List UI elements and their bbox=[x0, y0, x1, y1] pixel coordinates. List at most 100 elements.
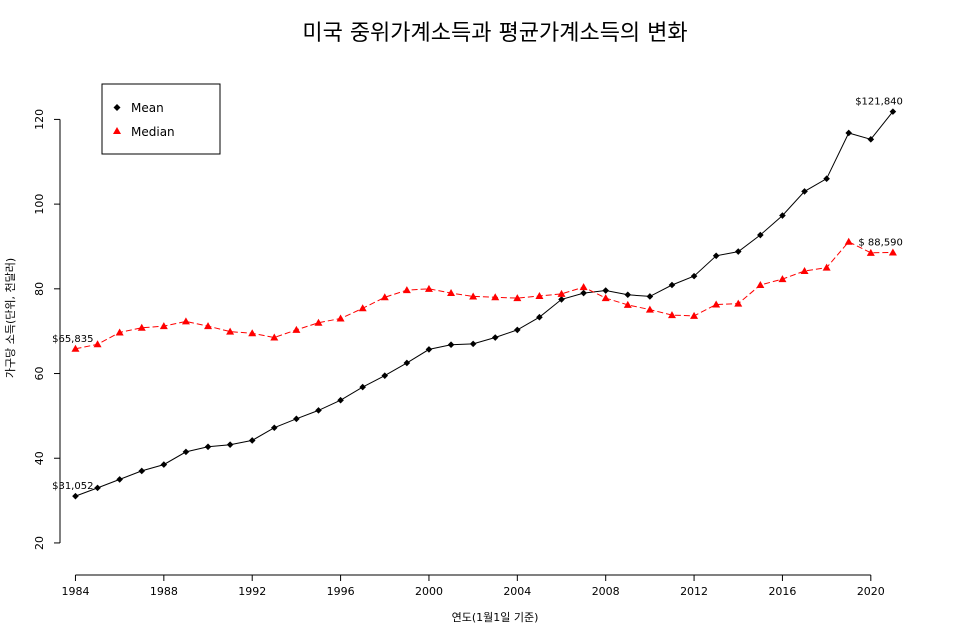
data-point-median bbox=[447, 289, 456, 297]
data-point-median bbox=[866, 248, 875, 256]
data-label: $121,840 bbox=[855, 97, 903, 108]
data-point-median bbox=[292, 325, 301, 333]
data-point-mean bbox=[491, 334, 499, 341]
data-point-mean bbox=[690, 272, 698, 280]
data-point-mean bbox=[602, 287, 609, 294]
data-point-mean bbox=[757, 231, 764, 239]
data-point-median bbox=[181, 317, 190, 325]
y-tick-label: 100 bbox=[33, 194, 46, 215]
data-point-median bbox=[71, 344, 80, 352]
data-point-median bbox=[888, 248, 897, 256]
data-point-median bbox=[535, 292, 544, 300]
data-point-mean bbox=[712, 252, 720, 260]
data-point-median bbox=[712, 300, 721, 308]
data-point-median bbox=[491, 293, 500, 301]
data-point-median bbox=[270, 333, 279, 341]
data-point-mean bbox=[248, 437, 256, 444]
series-line-median bbox=[75, 241, 893, 350]
data-label: $ 88,590 bbox=[858, 237, 903, 248]
data-point-median bbox=[623, 300, 632, 308]
data-point-mean bbox=[160, 461, 168, 468]
data-point-mean bbox=[138, 467, 146, 475]
data-point-median bbox=[204, 322, 213, 330]
data-point-median bbox=[844, 237, 853, 245]
y-tick-label: 40 bbox=[33, 451, 46, 465]
data-point-mean bbox=[337, 396, 344, 404]
series-layer bbox=[71, 108, 897, 500]
data-point-median bbox=[469, 292, 478, 300]
data-point-mean bbox=[668, 281, 676, 289]
x-tick-label: 1988 bbox=[150, 585, 178, 598]
data-point-mean bbox=[381, 372, 389, 379]
data-point-mean bbox=[845, 129, 853, 137]
data-point-median bbox=[513, 294, 522, 302]
x-tick-label: 2000 bbox=[415, 585, 443, 598]
x-tick-label: 1996 bbox=[327, 585, 355, 598]
data-point-median bbox=[667, 311, 676, 319]
series-line-mean bbox=[75, 111, 894, 497]
annotation-layer: $31,052 $65,835 $121,840 $ 88,590 bbox=[52, 97, 903, 493]
legend-median-marker bbox=[113, 127, 121, 134]
y-tick-label: 120 bbox=[33, 109, 46, 130]
data-point-mean bbox=[558, 296, 565, 303]
x-tick-label: 1992 bbox=[238, 585, 266, 598]
data-point-mean bbox=[72, 492, 79, 500]
y-tick-label: 20 bbox=[33, 536, 46, 550]
data-point-mean bbox=[447, 341, 455, 349]
data-point-mean bbox=[116, 476, 123, 483]
data-point-mean bbox=[403, 359, 411, 367]
x-axis-label: 연도(1월1일 기준) bbox=[452, 610, 539, 624]
data-point-mean bbox=[867, 136, 875, 143]
legend-median-label: Median bbox=[131, 125, 175, 139]
data-point-mean bbox=[469, 340, 477, 348]
data-point-median bbox=[778, 275, 787, 283]
y-axis-label: 가구당 소득(단위, 천달러) bbox=[3, 258, 17, 378]
data-point-mean bbox=[779, 212, 786, 219]
data-point-median bbox=[137, 323, 146, 331]
data-label: $65,835 bbox=[52, 334, 93, 345]
data-point-mean bbox=[204, 443, 212, 451]
data-point-mean bbox=[823, 175, 830, 183]
x-tick-label: 2004 bbox=[503, 585, 531, 598]
data-point-mean bbox=[889, 108, 897, 115]
data-point-mean bbox=[425, 346, 433, 353]
x-tick-label: 2008 bbox=[592, 585, 620, 598]
data-point-mean bbox=[94, 484, 101, 492]
data-point-median bbox=[734, 299, 743, 307]
data-point-median bbox=[800, 267, 809, 275]
data-point-median bbox=[690, 311, 699, 319]
legend-box bbox=[101, 83, 221, 155]
y-tick-label: 60 bbox=[33, 367, 46, 381]
legend-mean-marker bbox=[113, 104, 121, 111]
data-point-median bbox=[645, 305, 654, 313]
data-point-median bbox=[248, 329, 257, 337]
data-point-mean bbox=[293, 415, 300, 423]
data-point-median bbox=[601, 294, 610, 302]
data-point-mean bbox=[734, 248, 742, 255]
data-point-median bbox=[402, 286, 411, 294]
data-point-mean bbox=[514, 326, 521, 334]
data-point-mean bbox=[801, 188, 808, 195]
data-point-median bbox=[822, 263, 831, 271]
data-point-median bbox=[93, 340, 102, 348]
data-point-median bbox=[557, 289, 566, 297]
data-point-mean bbox=[359, 383, 366, 391]
y-tick-label: 80 bbox=[33, 282, 46, 296]
data-point-median bbox=[314, 318, 323, 326]
data-point-median bbox=[226, 327, 235, 335]
data-point-median bbox=[756, 281, 765, 289]
x-tick-label: 2012 bbox=[680, 585, 708, 598]
x-tick-label: 2020 bbox=[857, 585, 885, 598]
data-point-median bbox=[159, 322, 168, 330]
data-point-mean bbox=[624, 291, 632, 299]
data-point-median bbox=[358, 304, 367, 312]
data-point-mean bbox=[580, 289, 587, 297]
x-tick-label: 2016 bbox=[768, 585, 796, 598]
data-point-median bbox=[424, 284, 433, 292]
data-point-median bbox=[380, 293, 389, 301]
legend-mean-label: Mean bbox=[131, 101, 164, 115]
data-point-mean bbox=[315, 407, 322, 414]
data-point-mean bbox=[226, 441, 234, 448]
chart-title: 미국 중위가계소득과 평균가계소득의 변화 bbox=[302, 21, 687, 46]
